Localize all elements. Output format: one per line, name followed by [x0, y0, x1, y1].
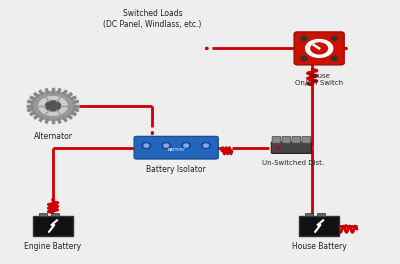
Circle shape [301, 56, 307, 60]
Circle shape [164, 144, 169, 147]
Circle shape [331, 36, 338, 40]
FancyBboxPatch shape [294, 32, 344, 65]
FancyBboxPatch shape [302, 136, 311, 143]
Text: BATTERY: BATTERY [167, 148, 185, 152]
Circle shape [306, 40, 333, 57]
FancyBboxPatch shape [271, 142, 312, 153]
FancyBboxPatch shape [33, 216, 73, 236]
Circle shape [182, 143, 190, 148]
FancyBboxPatch shape [51, 213, 59, 216]
Circle shape [144, 144, 149, 147]
FancyBboxPatch shape [305, 213, 313, 216]
Text: Switched Loads
(DC Panel, Windlass, etc.): Switched Loads (DC Panel, Windlass, etc.… [103, 9, 202, 29]
FancyBboxPatch shape [39, 213, 47, 216]
Text: Alternator: Alternator [34, 132, 72, 141]
Circle shape [142, 143, 151, 148]
Text: Engine Battery: Engine Battery [24, 242, 82, 251]
Circle shape [184, 144, 188, 147]
Text: Battery Isolator: Battery Isolator [146, 165, 206, 174]
Circle shape [331, 56, 338, 60]
Text: House Battery: House Battery [292, 242, 346, 251]
Circle shape [202, 143, 210, 148]
Circle shape [204, 144, 208, 147]
FancyBboxPatch shape [317, 213, 325, 216]
FancyBboxPatch shape [292, 136, 301, 143]
Circle shape [39, 97, 67, 115]
Circle shape [162, 143, 171, 148]
FancyBboxPatch shape [272, 136, 281, 143]
Text: House
On/Off Switch: House On/Off Switch [295, 73, 343, 86]
FancyBboxPatch shape [299, 216, 339, 236]
FancyBboxPatch shape [134, 136, 218, 159]
Text: Un-Switched Dist.: Un-Switched Dist. [262, 161, 324, 167]
Circle shape [311, 43, 328, 54]
Circle shape [301, 36, 307, 40]
Circle shape [31, 92, 75, 120]
FancyBboxPatch shape [282, 136, 291, 143]
Circle shape [45, 101, 61, 111]
